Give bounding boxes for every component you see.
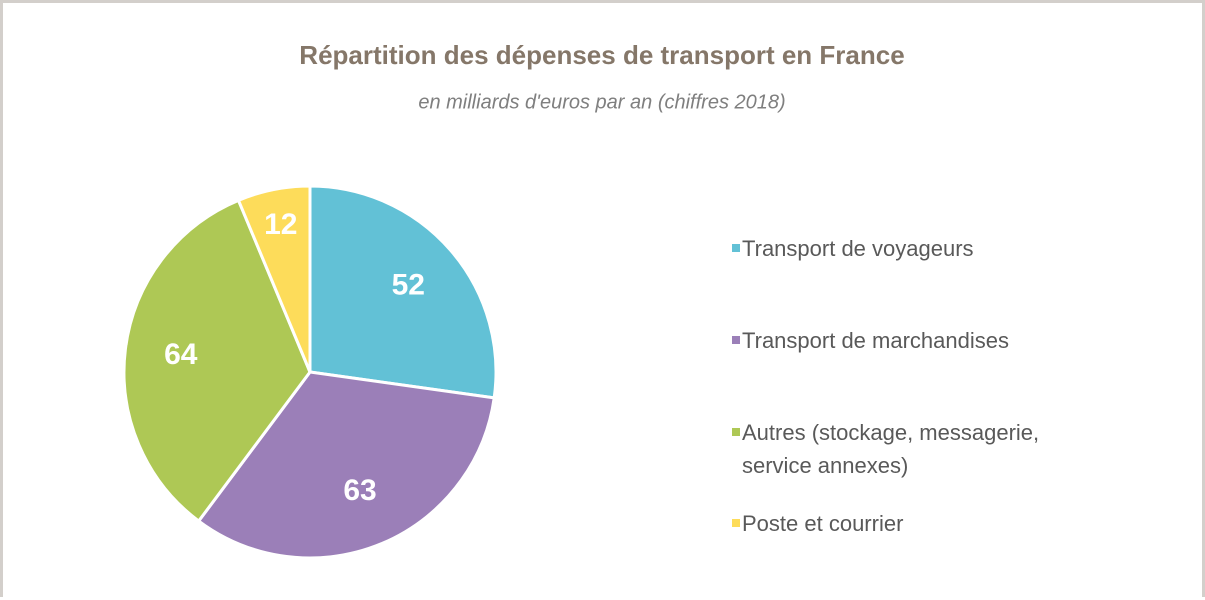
pie-slice	[236, 184, 312, 373]
legend-entry: Poste et courrier	[732, 507, 1062, 540]
legend-swatch	[732, 428, 740, 436]
legend-swatch	[732, 519, 740, 527]
legend-entry: Transport de marchandises	[732, 324, 1062, 357]
data-label: 64	[164, 338, 198, 371]
legend-entry: Autres (stockage, messagerie, service an…	[732, 416, 1062, 482]
pie-slice	[308, 184, 498, 400]
data-label: 63	[343, 474, 376, 507]
legend-swatch	[732, 336, 740, 344]
legend-label: Transport de marchandises	[742, 328, 1009, 353]
legend-label: Transport de voyageurs	[742, 236, 974, 261]
legend-swatch	[732, 244, 740, 252]
pie-slice	[196, 370, 496, 560]
pie-slice	[122, 198, 312, 524]
chart-subtitle: en milliards d'euros par an (chiffres 20…	[418, 91, 785, 113]
data-label: 52	[392, 269, 425, 302]
legend-label: Poste et courrier	[742, 511, 904, 536]
legend-entry: Transport de voyageurs	[732, 232, 1062, 265]
chart-title: Répartition des dépenses de transport en…	[299, 40, 904, 70]
data-label: 12	[264, 208, 297, 241]
legend-label: Autres (stockage, messagerie, service an…	[742, 420, 1040, 478]
